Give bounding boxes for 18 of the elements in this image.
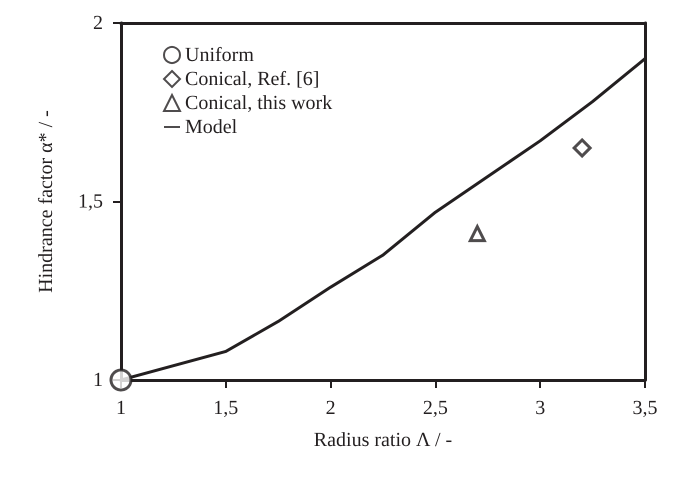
- legend-label: Conical, Ref. [6]: [185, 68, 320, 90]
- y-tick-label: 2: [93, 12, 103, 34]
- x-tick-label: 2,5: [422, 397, 448, 419]
- x-tick-label: 1: [116, 397, 126, 419]
- x-tick-label: 2: [326, 397, 336, 419]
- point: [110, 368, 132, 392]
- y-tick-label: 1: [93, 369, 103, 391]
- legend-label: Uniform: [185, 44, 254, 66]
- x-tick-label: 3: [535, 397, 546, 419]
- point: [572, 138, 592, 158]
- y-axis-title: Hindrance factor α* / -: [35, 110, 57, 293]
- point: [468, 225, 486, 242]
- legend-label: Conical, this work: [185, 92, 332, 114]
- x-tick-label: 3,5: [632, 397, 658, 419]
- x-axis-title: Radius ratio Λ / -: [314, 429, 452, 451]
- y-tick-label: 1,5: [78, 190, 103, 212]
- x-tick-label: 1,5: [213, 397, 238, 419]
- legend-label: Model: [185, 116, 238, 138]
